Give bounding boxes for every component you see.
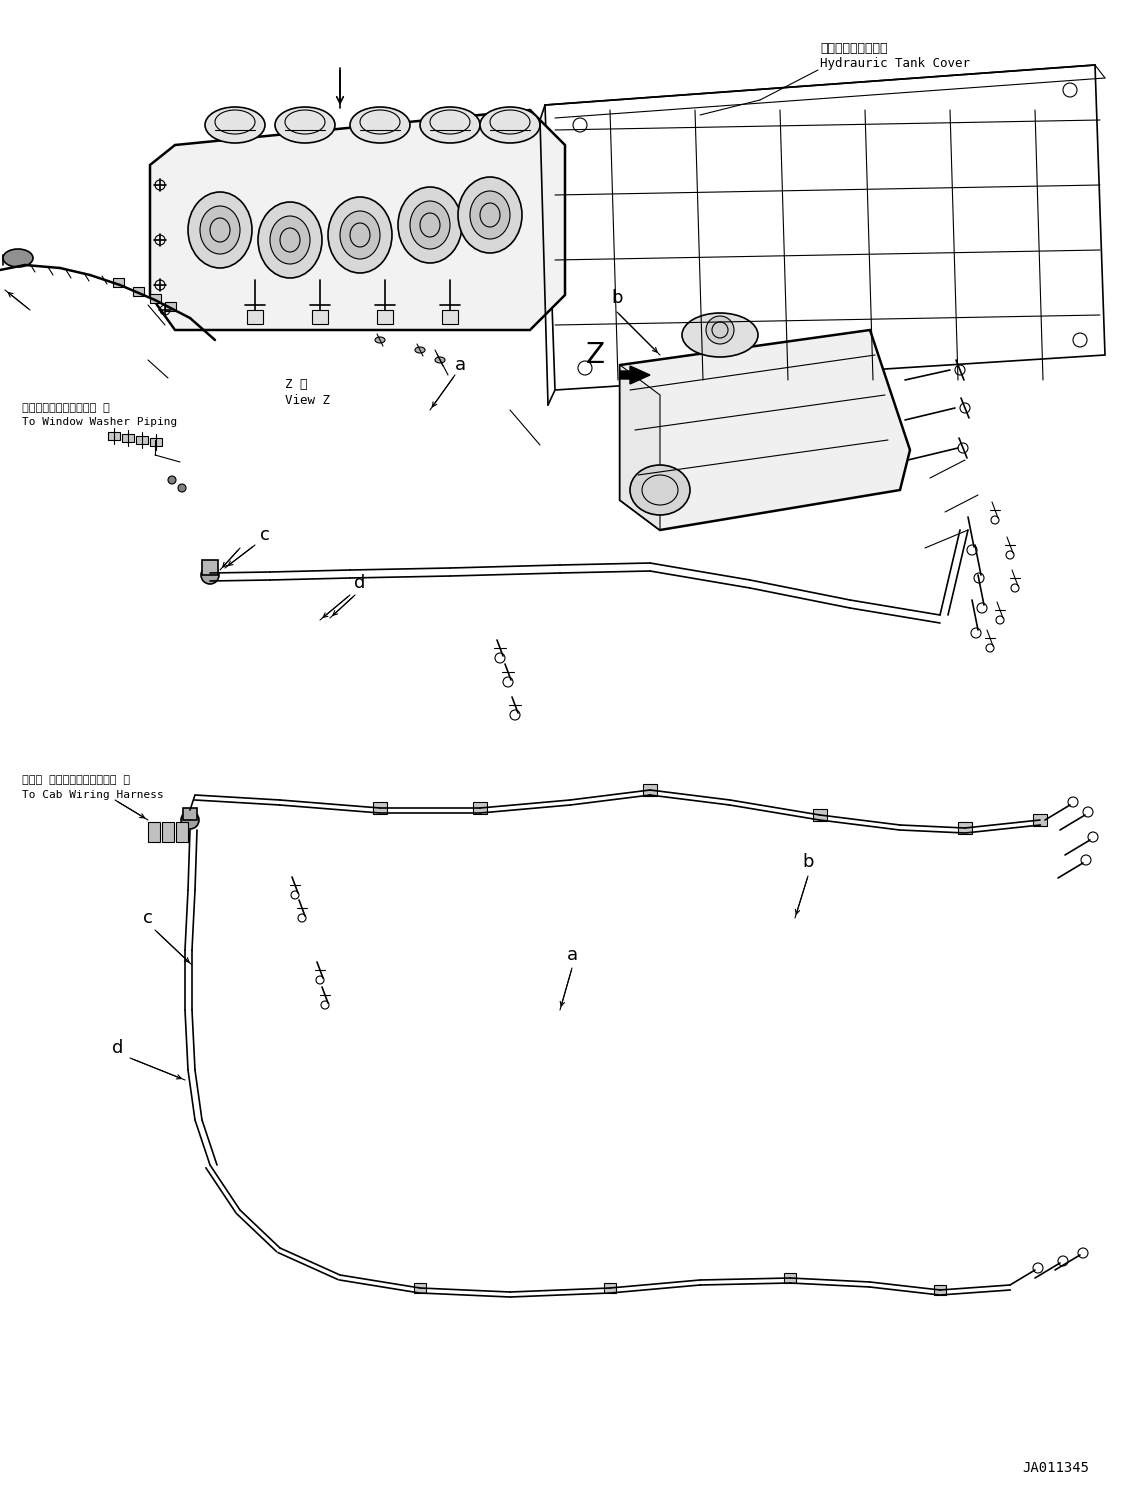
Ellipse shape [3, 249, 33, 267]
Bar [136, 435, 148, 444]
Bar [785, 1273, 796, 1282]
Circle shape [180, 811, 199, 829]
Text: To Cab Wiring Harness: To Cab Wiring Harness [22, 790, 163, 801]
Text: キャブ ワイヤリングハーネス へ: キャブ ワイヤリングハーネス へ [22, 775, 130, 784]
Ellipse shape [200, 206, 240, 253]
Bar [150, 438, 162, 446]
Circle shape [178, 485, 186, 492]
Ellipse shape [270, 216, 309, 264]
Text: To Window Washer Piping: To Window Washer Piping [22, 417, 177, 426]
Circle shape [168, 476, 176, 485]
Bar [604, 1282, 616, 1293]
Bar [643, 784, 657, 796]
Text: 作動油タンクカバー: 作動油タンクカバー [820, 42, 887, 55]
Ellipse shape [349, 107, 410, 143]
Bar [958, 822, 972, 833]
Text: b: b [802, 853, 814, 871]
Ellipse shape [682, 313, 758, 356]
Ellipse shape [435, 356, 445, 362]
Bar [247, 310, 263, 324]
Ellipse shape [480, 107, 540, 143]
Bar [164, 303, 176, 312]
Circle shape [201, 567, 219, 584]
Bar [377, 310, 393, 324]
Text: Z: Z [586, 341, 604, 368]
Ellipse shape [458, 177, 522, 253]
Bar [373, 802, 387, 814]
Text: Hydrauric Tank Cover: Hydrauric Tank Cover [820, 57, 970, 70]
Bar [162, 822, 174, 842]
Polygon shape [620, 365, 660, 529]
Ellipse shape [188, 192, 252, 268]
Bar [415, 1282, 426, 1293]
Text: d: d [354, 574, 365, 592]
Ellipse shape [399, 186, 463, 262]
Ellipse shape [420, 107, 480, 143]
Text: ウインドウォッシャ配管 へ: ウインドウォッシャ配管 へ [22, 403, 110, 413]
Text: c: c [143, 910, 153, 927]
Bar [473, 802, 486, 814]
FancyArrow shape [620, 365, 650, 385]
Bar [183, 808, 198, 820]
Bar [176, 822, 188, 842]
Ellipse shape [340, 212, 380, 259]
Ellipse shape [328, 197, 392, 273]
Text: d: d [112, 1039, 123, 1057]
Bar [132, 286, 144, 297]
Circle shape [706, 316, 734, 344]
Text: b: b [611, 289, 622, 307]
Ellipse shape [415, 347, 425, 353]
Text: JA011345: JA011345 [1022, 1461, 1089, 1475]
Ellipse shape [275, 107, 335, 143]
Bar [813, 810, 827, 822]
Bar [312, 310, 328, 324]
Ellipse shape [410, 201, 450, 249]
Bar [442, 310, 458, 324]
Text: View Z: View Z [286, 394, 330, 407]
Bar [150, 294, 161, 303]
Text: a: a [566, 945, 578, 965]
Bar [113, 277, 124, 286]
Bar [934, 1285, 946, 1296]
Bar [122, 434, 134, 441]
Ellipse shape [471, 191, 510, 239]
Ellipse shape [630, 465, 690, 514]
Bar [148, 822, 160, 842]
Text: Z 視: Z 視 [286, 379, 307, 392]
Polygon shape [620, 330, 910, 529]
Text: a: a [455, 356, 466, 374]
Bar [108, 432, 120, 440]
Ellipse shape [206, 107, 265, 143]
Bar [202, 561, 218, 576]
Bar [1034, 814, 1047, 826]
Ellipse shape [375, 337, 385, 343]
Text: c: c [260, 526, 270, 544]
Polygon shape [150, 110, 565, 330]
Ellipse shape [258, 201, 322, 277]
